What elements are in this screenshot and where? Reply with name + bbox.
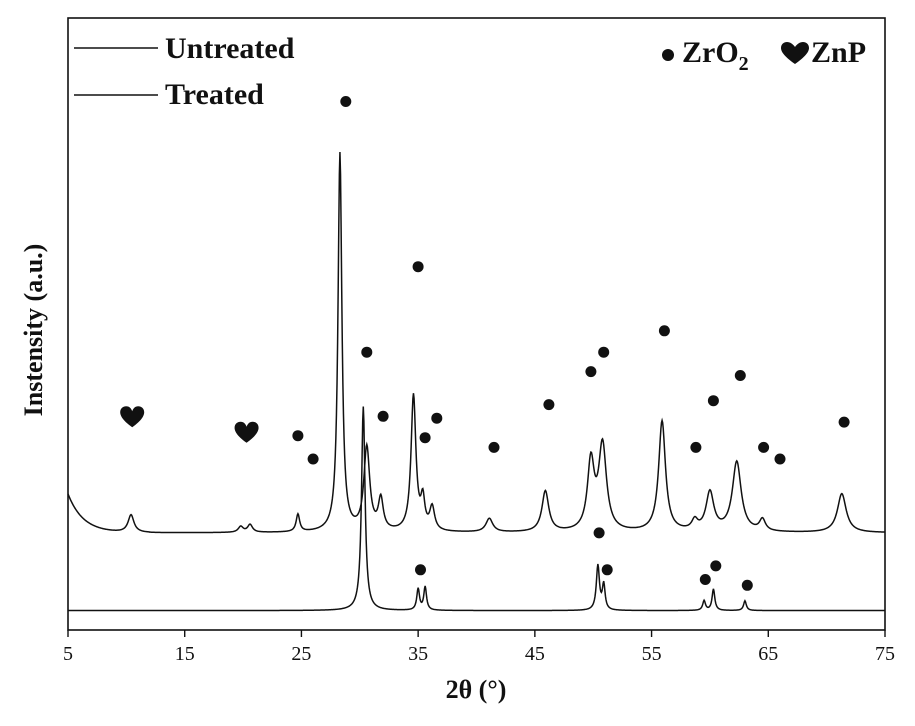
- zro2-marker: [742, 580, 753, 591]
- zro2-marker: [690, 442, 701, 453]
- zro2-marker: [735, 370, 746, 381]
- zro2-marker: [308, 454, 319, 465]
- heart-icon: [781, 42, 809, 64]
- x-tick-label: 35: [408, 643, 428, 665]
- x-tick-label: 65: [758, 643, 778, 665]
- y-axis-label: Instensity (a.u.): [19, 244, 48, 417]
- zro2-marker: [594, 527, 605, 538]
- zro2-marker: [543, 399, 554, 410]
- znp-marker: [235, 422, 259, 443]
- phase-legend: ZrO2 ZnP: [662, 36, 866, 75]
- x-tick-label: 5: [63, 643, 73, 665]
- zro2-marker: [710, 560, 721, 571]
- zro2-marker: [361, 347, 372, 358]
- zro2-marker: [413, 261, 424, 272]
- znp-marker: [120, 406, 144, 427]
- zro2-marker: [378, 411, 389, 422]
- zro2-marker: [775, 454, 786, 465]
- zro2-marker: [340, 96, 351, 107]
- x-tick-label: 15: [175, 643, 195, 665]
- zro2-marker: [431, 413, 442, 424]
- phase-label-zro2-subscript: 2: [739, 53, 749, 75]
- zro2-marker: [839, 417, 850, 428]
- zro2-marker: [708, 395, 719, 406]
- x-tick-label: 75: [875, 643, 895, 665]
- series-line-treated: [68, 152, 885, 533]
- zro2-marker: [415, 564, 426, 575]
- series-line-untreated: [68, 407, 885, 611]
- legend-label-treated: Treated: [165, 78, 264, 111]
- circle-icon: [662, 49, 674, 61]
- phase-label-znp: ZnP: [811, 36, 866, 69]
- x-tick-label: 45: [525, 643, 545, 665]
- zro2-marker: [585, 366, 596, 377]
- zro2-marker: [489, 442, 500, 453]
- series-legend: Untreated Treated: [74, 32, 295, 111]
- zro2-marker: [758, 442, 769, 453]
- zro2-marker: [420, 432, 431, 443]
- zro2-marker: [598, 347, 609, 358]
- zro2-marker: [602, 564, 613, 575]
- x-axis-ticks: 5 15 25 35 45 55 65 75: [63, 630, 895, 665]
- legend-label-untreated: Untreated: [165, 32, 295, 65]
- peak-markers: [120, 96, 849, 591]
- x-axis-label: 2θ (°): [446, 675, 507, 704]
- zro2-marker: [292, 430, 303, 441]
- zro2-marker: [659, 325, 670, 336]
- x-tick-label: 25: [291, 643, 311, 665]
- series-lines: [68, 152, 885, 611]
- zro2-marker: [700, 574, 711, 585]
- phase-legend-zro2: ZrO2: [682, 36, 749, 75]
- phase-label-zro2: ZrO: [682, 36, 739, 69]
- x-tick-label: 55: [642, 643, 662, 665]
